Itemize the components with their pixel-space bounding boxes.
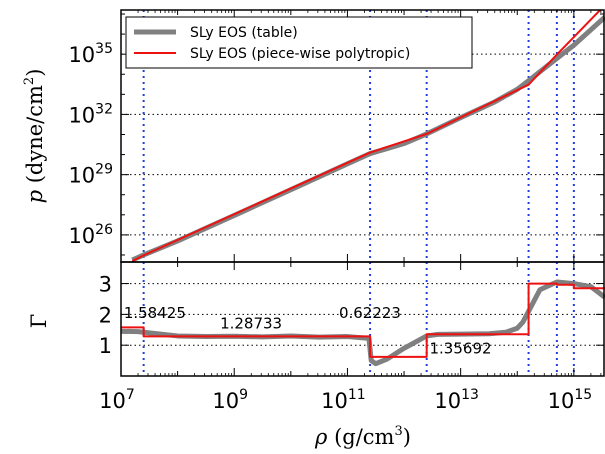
top-ytick-label: 1026	[68, 222, 113, 248]
bottom-ytick-label: 2	[99, 303, 112, 327]
xtick-label: 1015	[548, 387, 593, 413]
gamma-annotation: 1.35692	[430, 339, 492, 357]
gamma-annotation: 1.58425	[124, 304, 186, 322]
bottom-ytick-label: 1	[99, 334, 112, 358]
top-series-group	[131, 10, 605, 262]
top-ytick-label: 1029	[68, 162, 113, 188]
legend-label: SLy EOS (piece-wise polytropic)	[190, 46, 410, 62]
top-series-table	[131, 15, 605, 262]
bottom-series-table	[121, 279, 605, 367]
top-series-polytropic	[131, 10, 602, 262]
xtick-label: 109	[212, 387, 248, 413]
legend-box	[125, 16, 473, 69]
legend-label: SLy EOS (table)	[190, 25, 298, 41]
bottom-series-polytropic	[121, 282, 605, 358]
bottom-ytick-label: 3	[99, 273, 112, 297]
bottom-series-group	[121, 279, 605, 367]
top-ytick-label: 1032	[68, 101, 113, 127]
xtick-label: 1011	[321, 387, 366, 413]
top-ylabel: p (dyne/cm2)	[22, 69, 47, 204]
xlabel: ρ (g/cm3)	[314, 424, 411, 449]
top-ytick-label: 1035	[68, 41, 113, 67]
gamma-annotation: 0.62223	[339, 304, 401, 322]
xtick-label: 1013	[434, 387, 479, 413]
bottom-ylabel: Γ	[27, 314, 51, 329]
bottom-plot-frame	[120, 261, 605, 377]
xtick-label: 107	[99, 387, 135, 413]
gamma-annotation: 1.28733	[220, 315, 282, 333]
